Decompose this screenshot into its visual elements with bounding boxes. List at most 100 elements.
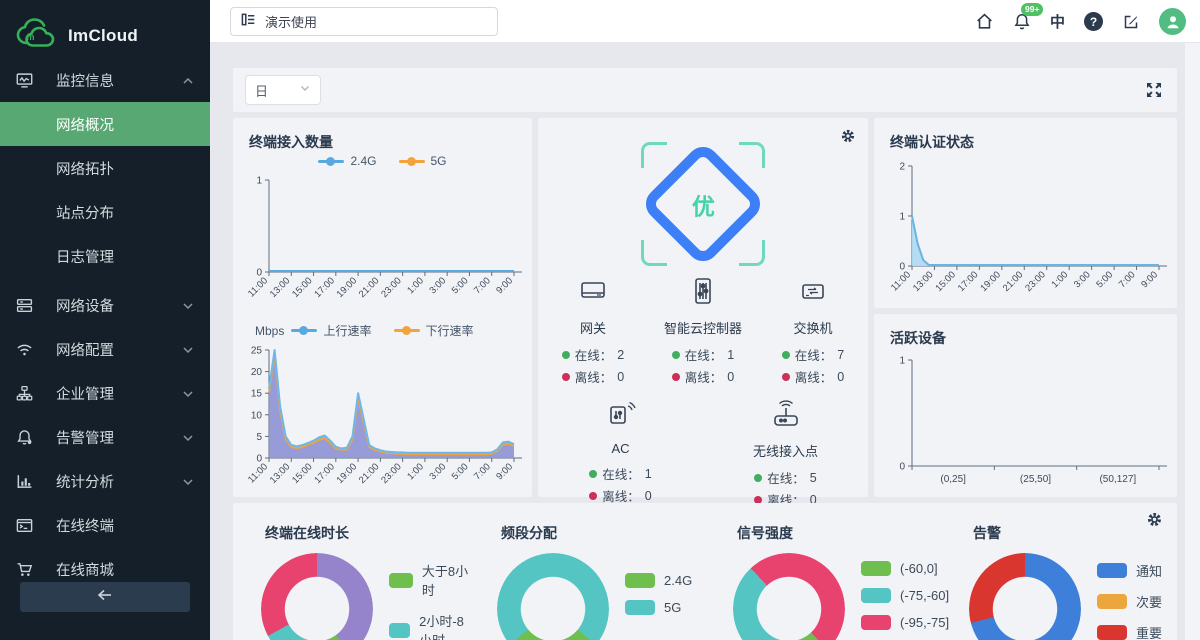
svg-text:5:00: 5:00 — [450, 461, 471, 482]
legend-item[interactable]: 大于8小时 — [389, 561, 469, 599]
sidebar-item-site-distribution[interactable]: 站点分布 — [0, 190, 210, 234]
svg-text:19:00: 19:00 — [335, 275, 360, 300]
workspace-select[interactable]: 演示使用 — [230, 7, 498, 36]
sidebar-item-monitoring-info[interactable]: 监控信息 — [0, 58, 210, 102]
legend-item[interactable]: 通知 — [1097, 561, 1162, 580]
svg-text:0: 0 — [899, 462, 905, 473]
sidebar-item-online-terminals[interactable]: 在线终端 — [0, 503, 210, 547]
online-stat: 在线： 1 — [671, 345, 734, 364]
app-logo[interactable]: m ImCloud — [0, 0, 210, 58]
chevron-down-icon — [182, 343, 194, 355]
active-devices-chart: 0 1 (0,25] (25,50] (50,127] — [882, 350, 1171, 497]
legend-swatch — [389, 622, 411, 638]
vertical-scrollbar[interactable] — [1185, 43, 1200, 640]
svg-text:1: 1 — [899, 212, 905, 223]
svg-text:5:00: 5:00 — [1094, 269, 1115, 290]
chart-legend: 上行速率 下行速率 — [233, 322, 532, 339]
legend-swatch — [861, 588, 891, 603]
sidebar-item-online-mall[interactable]: 在线商城 — [0, 547, 210, 591]
legend-swatch — [625, 600, 655, 615]
network-health-card: 优 网关 在线： 2 离线： 0 — [538, 118, 868, 508]
svg-text:9:00: 9:00 — [1139, 269, 1160, 290]
legend-item[interactable]: 2.4G — [318, 154, 377, 168]
server-icon — [16, 297, 33, 314]
online-stat: 在线： 5 — [754, 468, 817, 487]
online-duration-section: 终端在线时长 大于8小时 2小时-8小时 30分钟-2小时 — [233, 503, 469, 640]
legend-item[interactable]: 下行速率 — [393, 322, 474, 339]
legend-item[interactable]: 重要 — [1097, 623, 1162, 640]
health-grade-badge: 优 — [633, 134, 773, 274]
fullscreen-expand-icon[interactable] — [1145, 81, 1163, 104]
svg-text:9:00: 9:00 — [494, 461, 515, 482]
notifications-bell-icon[interactable]: 99+ — [1013, 3, 1044, 31]
svg-text:5: 5 — [256, 432, 262, 443]
sidebar-item-network-overview[interactable]: 网络概况 — [0, 102, 210, 146]
sidebar-item-network-topology[interactable]: 网络拓扑 — [0, 146, 210, 190]
home-icon[interactable] — [975, 12, 994, 31]
svg-text:1:00: 1:00 — [405, 275, 426, 296]
chart-legend: 2.4G 5G — [233, 154, 532, 168]
legend-swatch — [1097, 625, 1127, 640]
workspace-name: 演示使用 — [265, 15, 318, 30]
period-select[interactable]: 日 — [245, 75, 321, 105]
online-dot — [754, 473, 763, 482]
alarm-section: 告警 通知 次要 重要 — [941, 503, 1177, 640]
legend-item[interactable]: 5G — [398, 154, 447, 168]
device-name: 无线接入点 — [752, 444, 818, 459]
sidebar-item-statistics-analysis[interactable]: 统计分析 — [0, 459, 210, 503]
legend-marker — [291, 326, 318, 335]
language-toggle[interactable]: 中 — [1049, 14, 1065, 31]
shopping-cart-icon — [16, 561, 33, 578]
offline-stat: 离线： 0 — [589, 486, 652, 505]
sidebar-item-label: 在线终端 — [56, 518, 114, 535]
online-dot — [781, 350, 790, 359]
chevron-down-icon — [299, 81, 311, 99]
alarm-donut — [969, 553, 1081, 640]
section-title: 终端在线时长 — [265, 525, 349, 541]
legend-label: 5G — [664, 600, 682, 615]
legend-item[interactable]: 2.4G — [625, 573, 692, 588]
sidebar-item-log-management[interactable]: 日志管理 — [0, 234, 210, 278]
svg-text:0: 0 — [256, 454, 262, 465]
app-title: ImCloud — [68, 25, 139, 45]
legend-marker — [393, 326, 420, 335]
svg-text:15:00: 15:00 — [933, 269, 958, 294]
svg-text:23:00: 23:00 — [1023, 269, 1048, 294]
legend-item[interactable]: (-60,0] — [861, 561, 949, 576]
user-avatar[interactable] — [1159, 8, 1186, 35]
list-icon — [241, 12, 256, 32]
auth-status-chart: 0 1 2 11:00 13:00 15:00 17:00 19:00 21:00 23:00 1:… — [882, 156, 1171, 309]
svg-text:(25,50]: (25,50] — [1020, 474, 1051, 485]
svg-text:5:00: 5:00 — [450, 275, 471, 296]
legend-item[interactable]: (-75,-60] — [861, 588, 949, 603]
sidebar-collapse-button[interactable] — [20, 582, 190, 612]
device-ac: AC 在线： 1 离线： 0 — [538, 399, 703, 509]
svg-text:15:00: 15:00 — [290, 461, 315, 486]
sidebar-item-enterprise-management[interactable]: 企业管理 — [0, 371, 210, 415]
sidebar-item-label: 在线商城 — [56, 562, 114, 579]
gear-settings-icon[interactable] — [840, 128, 856, 149]
bottom-stats-card: 终端在线时长 大于8小时 2小时-8小时 30分钟-2小时 频段分配 2.4G … — [233, 503, 1177, 640]
svg-text:20: 20 — [251, 367, 263, 378]
sidebar-item-network-config[interactable]: 网络配置 — [0, 327, 210, 371]
sidebar-item-network-devices[interactable]: 网络设备 — [0, 283, 210, 327]
online-stat: 在线： 1 — [589, 464, 652, 483]
svg-text:1:00: 1:00 — [1049, 269, 1070, 290]
svg-text:21:00: 21:00 — [1001, 269, 1026, 294]
legend-item[interactable]: 5G — [625, 600, 692, 615]
legend-item[interactable]: (-95,-75] — [861, 615, 949, 630]
sidebar-item-label: 网络概况 — [56, 117, 114, 134]
sidebar-item-alarm-management[interactable]: 告警管理 — [0, 415, 210, 459]
svg-text:11:00: 11:00 — [246, 275, 270, 299]
device-status-grid: 网关 在线： 2 离线： 0 智能云控制器 在线： 1 离线： 0 — [538, 276, 868, 518]
legend-item[interactable]: 2小时-8小时 — [389, 611, 469, 640]
feedback-edit-icon[interactable] — [1122, 13, 1140, 31]
terminal-access-card: 终端接入数量 2.4G 5G 0 1 11:00 13:00 15:00 17:00 19:… — [233, 118, 532, 497]
gear-settings-icon[interactable] — [1146, 511, 1163, 533]
legend-item[interactable]: 次要 — [1097, 592, 1162, 611]
svg-text:13:00: 13:00 — [911, 269, 936, 294]
legend-label: 2小时-8小时 — [419, 614, 464, 640]
svg-text:23:00: 23:00 — [379, 461, 404, 486]
help-icon[interactable]: ? — [1084, 12, 1103, 31]
legend-item[interactable]: 上行速率 — [291, 322, 372, 339]
